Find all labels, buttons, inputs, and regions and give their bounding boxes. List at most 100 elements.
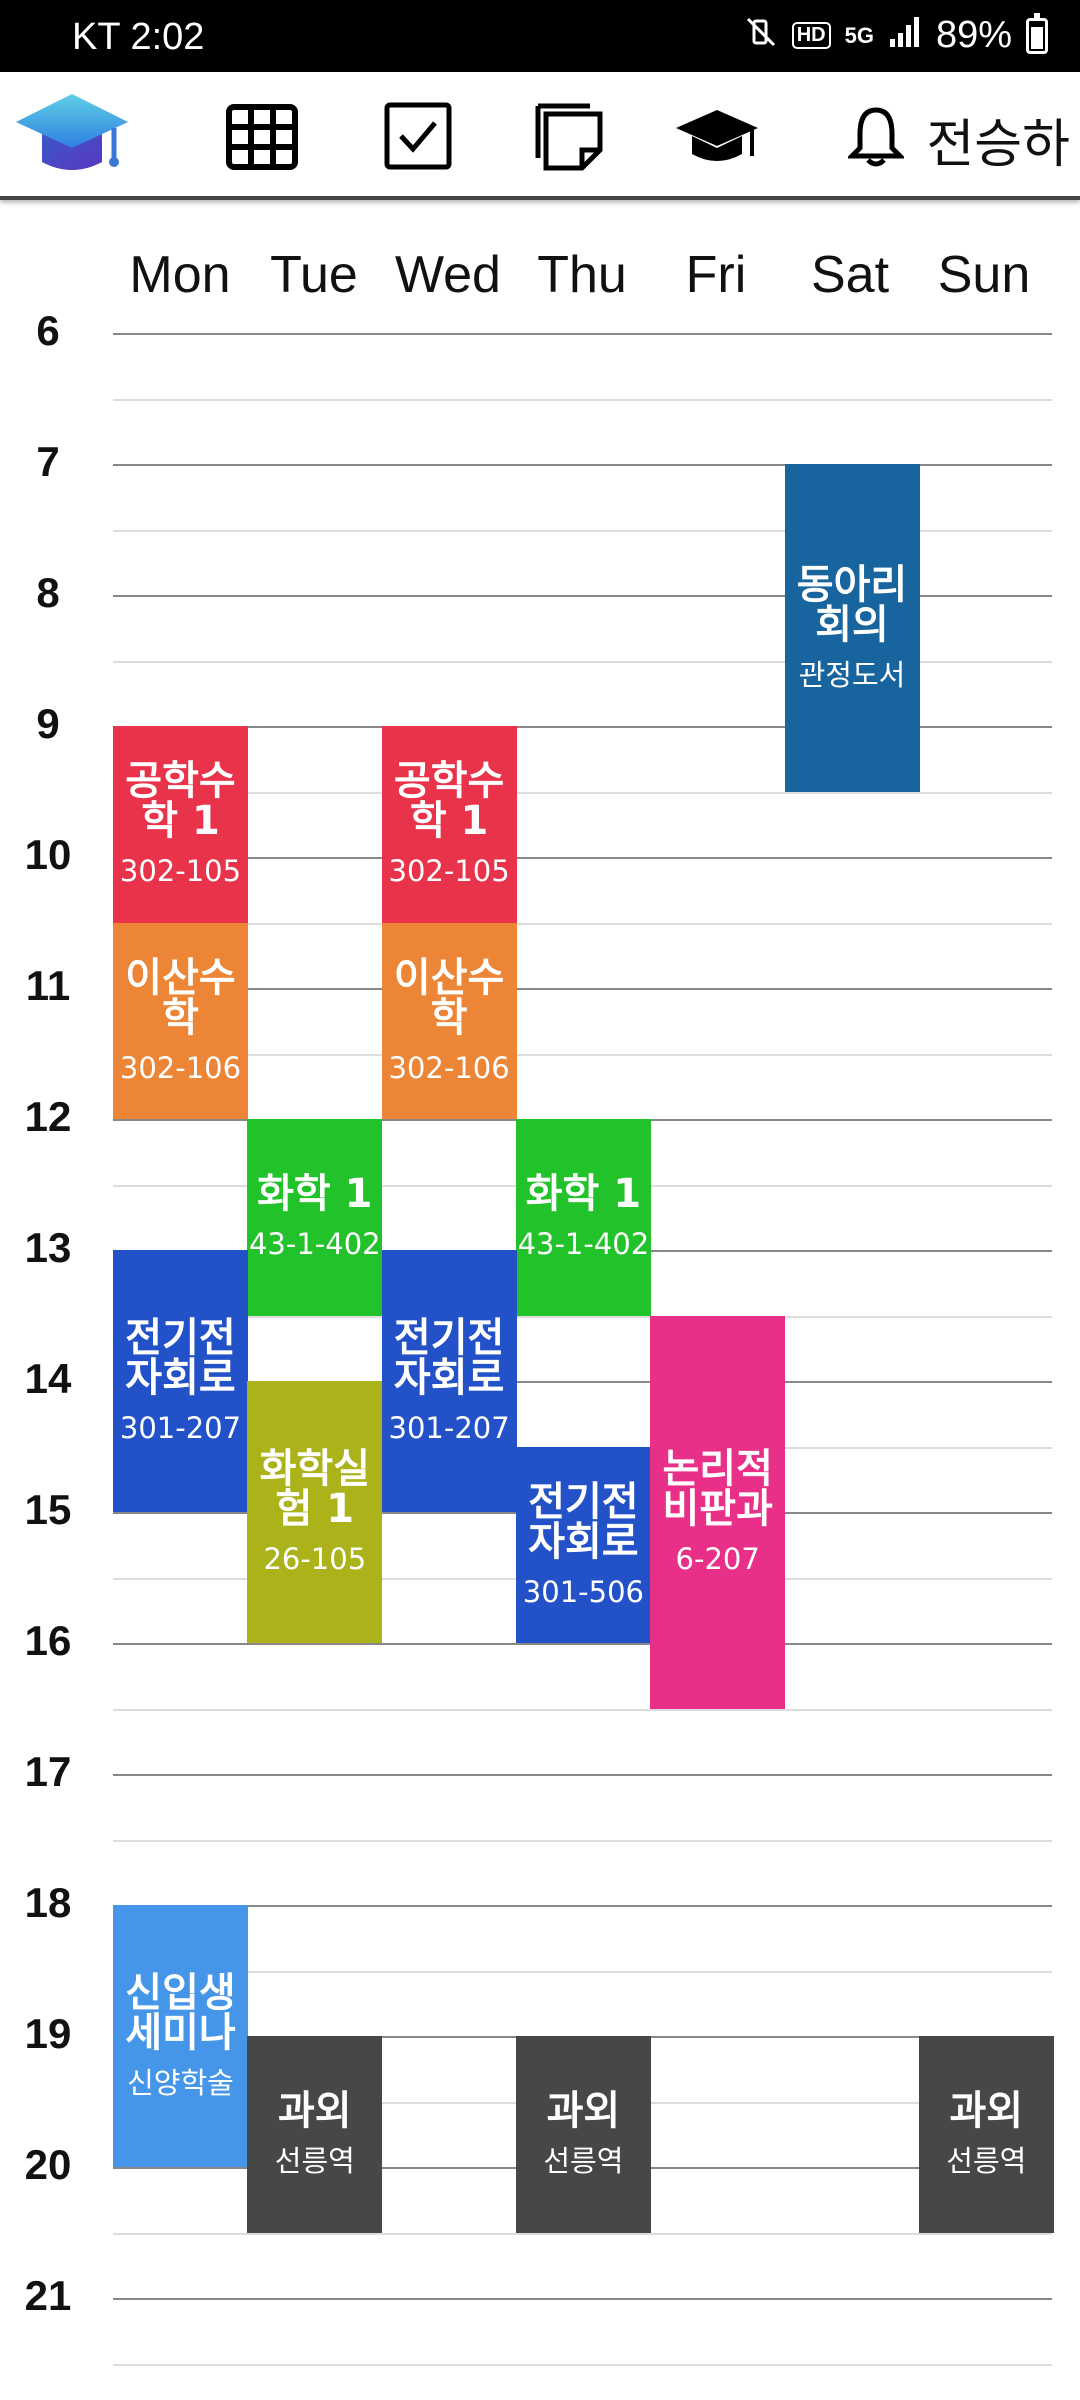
event-room: 43-1-402 [517,1227,650,1262]
hour-label: 15 [24,1486,72,1533]
half-hour-gridline [113,2232,1052,2235]
half-hour-gridline [113,1839,1052,1842]
event-title: 공학수학 1 [125,758,236,845]
status-right: HD 5G 89% [744,12,1048,57]
event-title: 전기전자회로 [393,1315,505,1401]
event-title: 전기전자회로 [528,1478,639,1565]
event-title: 논리적비판과 [662,1446,773,1532]
day-header-tue: Tue [270,246,358,304]
event-room: 301-506 [522,1574,644,1609]
bell-icon[interactable] [845,104,907,172]
half-hour-gridline [113,2363,1052,2366]
app-toolbar: 전승하 [0,72,1080,200]
clock: 2:02 [130,16,205,58]
hour-label: 19 [24,2010,72,2057]
event-room: 43-1-402 [248,1227,381,1262]
signal-icon [888,15,922,56]
timetable-event[interactable]: 전기전자회로 301-207 [113,1250,248,1512]
battery-percent: 89% [935,14,1012,56]
event-title: 화학 1 [525,1171,642,1218]
half-hour-gridline [113,1315,1052,1318]
grid-icon[interactable] [226,104,298,174]
mortarboard-icon[interactable] [674,108,760,172]
day-header-sun: Sun [937,246,1031,304]
event-title: 이산수학 [125,954,236,1041]
day-header-thu: Thu [537,246,627,304]
timetable-event[interactable]: 공학수학 1 302-105 [381,726,517,923]
hour-label: 17 [24,1748,72,1795]
hour-gridline [113,1381,1052,1383]
event-title: 과외 [277,2088,352,2135]
hd-voice-badge: HD [791,22,831,49]
hour-gridline [113,1905,1052,1907]
timetable-event[interactable]: 화학 1 43-1-402 [247,1119,383,1316]
event-room: 302-106 [119,1050,242,1085]
half-hour-gridline [113,529,1052,532]
hour-gridline [113,595,1052,597]
timetable-event[interactable]: 이산수학 302-106 [113,922,248,1119]
graduation-cap-logo-icon[interactable] [14,86,130,186]
hour-label: 21 [24,2272,72,2319]
event-room: 선릉역 [946,2144,1027,2179]
event-room: 6-207 [675,1542,760,1576]
event-room: 신양학술 [127,2066,234,2100]
hour-label: 14 [24,1355,72,1402]
day-header-wed: Wed [395,246,501,304]
hour-label: 10 [24,831,72,878]
hour-gridline [113,988,1052,990]
hour-gridline [113,464,1052,466]
note-icon[interactable] [534,102,604,176]
hour-label: 13 [24,1224,72,1271]
day-header-mon: Mon [129,246,231,304]
hour-gridline [113,1774,1052,1776]
hour-gridline [113,333,1052,335]
event-title: 전기전자회로 [125,1315,236,1401]
hour-label: 12 [24,1093,72,1140]
timetable-event[interactable]: 공학수학 1 302-105 [113,726,248,923]
event-title: 동아리회의 [796,561,908,648]
half-hour-gridline [113,1708,1052,1711]
event-room: 26-105 [263,1542,367,1576]
day-header-fri: Fri [685,246,747,304]
status-left: KT 2:02 [72,16,204,59]
timetable-event[interactable]: 화학 1 43-1-402 [515,1119,651,1316]
mute-vibrate-icon [744,15,778,56]
timetable-event[interactable]: 논리적비판과 6-207 [650,1315,786,1709]
event-room: 302-105 [119,854,242,889]
event-title: 이산수학 [393,954,505,1041]
hour-gridline [113,1643,1052,1645]
checkbox-icon[interactable] [384,102,452,174]
hour-label: 6 [36,307,60,354]
event-room: 관정도서 [798,657,906,692]
user-name[interactable]: 전승하 [926,115,1070,175]
hour-gridline [113,857,1052,859]
half-hour-gridline [113,791,1052,794]
event-room: 302-106 [388,1050,510,1085]
event-title: 공학수학 1 [393,758,505,845]
event-title: 과외 [546,2088,621,2135]
event-title: 화학실험 1 [259,1446,370,1532]
hour-label: 11 [25,962,71,1009]
day-header-sat: Sat [810,246,890,304]
hour-gridline [113,2298,1052,2300]
event-room: 선릉역 [543,2144,624,2179]
event-room: 301-207 [388,1411,510,1445]
event-room: 302-105 [388,854,510,889]
timetable-event[interactable]: 과외 선릉역 [918,2036,1054,2233]
timetable-event[interactable]: 전기전자회로 301-207 [381,1250,517,1512]
half-hour-gridline [113,398,1052,401]
timetable-event[interactable]: 화학실험 1 26-105 [247,1381,383,1643]
event-room: 301-207 [119,1411,242,1445]
half-hour-gridline [113,660,1052,663]
network-type-badge: 5G [844,22,874,48]
event-room: 선릉역 [274,2144,355,2179]
hour-label: 20 [24,2141,72,2188]
event-title: 신입생세미나 [125,1970,236,2056]
timetable-event[interactable]: 이산수학 302-106 [381,922,517,1119]
hour-label: 16 [24,1617,72,1664]
timetable-event[interactable]: 전기전자회로 301-506 [515,1446,651,1643]
